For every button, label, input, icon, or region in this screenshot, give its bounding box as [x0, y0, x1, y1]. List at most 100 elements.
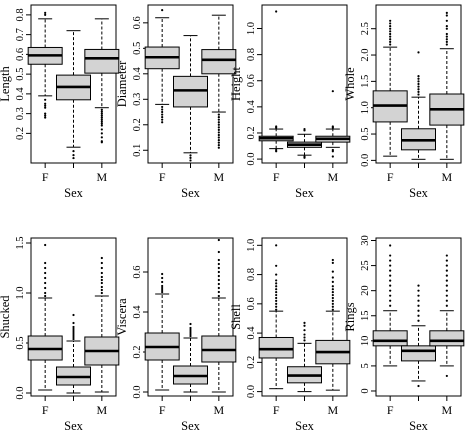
- y-tick-label: 0.8: [246, 268, 257, 281]
- outlier-point: [331, 296, 334, 300]
- outlier-point: [389, 289, 392, 292]
- box-m: [84, 256, 120, 393]
- outlier-point: [217, 282, 220, 286]
- y-tick-label: 0.2: [15, 127, 26, 140]
- x-tick-label: F: [273, 170, 280, 184]
- y-axis-label: Length: [0, 66, 12, 102]
- panel-height: 0.0 0.2 0.4 0.6 0.8 1.0 Height F M Sex: [229, 4, 351, 200]
- outlier-point: [161, 286, 164, 290]
- outlier-point: [275, 291, 278, 294]
- outlier-point: [445, 274, 448, 277]
- outlier-point: [217, 126, 220, 129]
- outlier-point: [389, 30, 392, 33]
- x-tick-label: F: [159, 403, 166, 417]
- outlier-point: [161, 108, 164, 111]
- outlier-point: [445, 32, 448, 36]
- y-tick-label: 1.0: [246, 22, 257, 35]
- outlier-point: [417, 289, 420, 292]
- y-tick-label: 0.1: [132, 144, 143, 157]
- outlier-point: [417, 77, 420, 80]
- outlier-point: [44, 276, 47, 280]
- outlier-point: [417, 319, 420, 322]
- outlier-point: [303, 324, 306, 327]
- box-i: [56, 313, 91, 394]
- y-tick-label: 0.8: [15, 8, 26, 21]
- panel-viscera: 0.0 0.2 0.4 0.6 Viscera F M Sex: [115, 237, 237, 433]
- box-i: [287, 127, 322, 159]
- y-tick-label: 0.8: [246, 48, 257, 61]
- outlier-point: [445, 27, 448, 30]
- outlier-point: [417, 299, 420, 302]
- outlier-point: [72, 333, 75, 337]
- outlier-point: [100, 124, 103, 127]
- outlier-point: [331, 308, 334, 311]
- box-f: [144, 272, 180, 391]
- outlier-point: [44, 106, 47, 109]
- outlier-point: [445, 35, 448, 38]
- outlier-point: [331, 291, 334, 294]
- outlier-point: [72, 337, 75, 341]
- y-tick-label: 0.0: [15, 386, 26, 399]
- outlier-point: [389, 304, 392, 307]
- outlier-point: [331, 155, 334, 158]
- outlier-point: [303, 339, 306, 342]
- outlier-point: [445, 43, 448, 46]
- outlier-point: [275, 282, 278, 285]
- outlier-point: [44, 271, 47, 275]
- x-axis-label: Sex: [295, 186, 315, 200]
- outlier-point: [161, 105, 164, 109]
- outlier-point: [161, 110, 164, 114]
- outlier-point: [445, 294, 448, 297]
- outlier-point: [331, 288, 334, 291]
- outlier-point: [389, 259, 392, 262]
- outlier-point: [389, 19, 392, 22]
- box-m: [84, 18, 120, 144]
- y-tick-label: 0.5: [15, 68, 26, 81]
- outlier-point: [331, 150, 334, 153]
- x-tick-label: M: [327, 403, 338, 417]
- outlier-point: [417, 75, 420, 78]
- outlier-point: [275, 288, 278, 291]
- box-m: [201, 238, 237, 393]
- y-tick-label: 0.4: [15, 87, 26, 101]
- x-tick-label: F: [387, 403, 394, 417]
- y-tick-label: 2.5: [360, 22, 371, 35]
- box-f: [27, 11, 63, 119]
- outlier-point: [44, 114, 47, 117]
- iqr-box: [258, 336, 294, 359]
- outlier-point: [44, 112, 47, 115]
- x-axis-label: Sex: [409, 186, 429, 200]
- outlier-point: [100, 116, 103, 119]
- outlier-point: [331, 261, 334, 264]
- box-m: [315, 258, 351, 391]
- outlier-point: [72, 154, 75, 157]
- y-tick-label: 0.6: [15, 48, 26, 61]
- outlier-point: [331, 280, 334, 283]
- outlier-point: [44, 102, 47, 105]
- outlier-point: [189, 334, 192, 338]
- y-tick-label: 30: [360, 235, 371, 246]
- outlier-point: [100, 136, 103, 139]
- outlier-point: [44, 281, 47, 285]
- panel-rings: 0 5 10 15 20 25 30 Rings F M Sex: [343, 235, 465, 433]
- outlier-point: [389, 264, 392, 267]
- outlier-point: [303, 321, 306, 324]
- outlier-point: [161, 288, 164, 292]
- y-tick-label: 0.0: [132, 385, 143, 398]
- y-tick-label: 1.0: [246, 239, 257, 252]
- outlier-point: [100, 141, 103, 144]
- outlier-point: [161, 276, 164, 280]
- outlier-point: [275, 279, 278, 282]
- iqr-box: [201, 49, 237, 75]
- outlier-point: [100, 132, 103, 135]
- outlier-point: [100, 281, 103, 285]
- y-tick-label: 0.3: [15, 107, 26, 120]
- x-tick-label: M: [213, 403, 224, 417]
- outlier-point: [331, 299, 334, 303]
- outlier-point: [100, 120, 103, 123]
- outlier-point: [161, 113, 164, 116]
- outlier-point: [217, 290, 220, 294]
- iqr-box: [372, 330, 408, 347]
- outlier-point: [445, 269, 448, 272]
- outlier-point: [217, 238, 220, 242]
